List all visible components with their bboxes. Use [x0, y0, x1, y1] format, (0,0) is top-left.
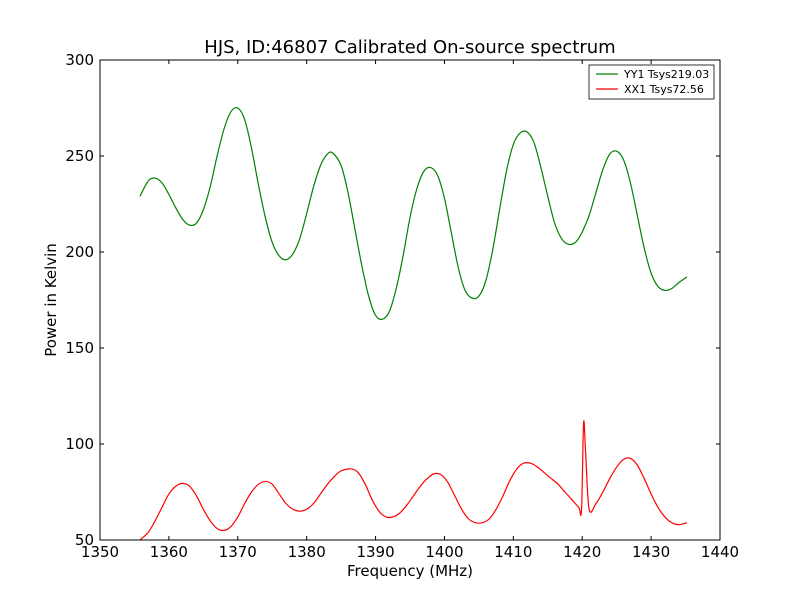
x-tick-label: 1360 [150, 543, 188, 561]
x-tick-label: 1430 [632, 543, 670, 561]
x-axis-label: Frequency (MHz) [347, 562, 473, 580]
chart-title: HJS, ID:46807 Calibrated On-source spect… [204, 37, 615, 58]
plot-frame [99, 59, 721, 541]
legend-box [588, 64, 715, 100]
series-line-yy1 [139, 106, 688, 321]
legend-label-xx1: XX1 Tsys72.56 [624, 83, 704, 96]
y-tick-label: 150 [65, 339, 94, 357]
y-axis-ticks: 50 100 150 200 250 300 [65, 51, 720, 549]
y-tick-label: 300 [65, 51, 94, 69]
x-tick-label: 1380 [288, 543, 326, 561]
x-tick-label: 1420 [563, 543, 601, 561]
x-tick-label: 1440 [701, 543, 739, 561]
y-tick-label: 100 [65, 435, 94, 453]
x-tick-label: 1400 [425, 543, 463, 561]
plot-area [99, 59, 721, 541]
x-tick-label: 1350 [81, 543, 119, 561]
series-layer [139, 106, 688, 541]
y-axis-label: Power in Kelvin [42, 243, 60, 357]
x-tick-label: 1390 [356, 543, 394, 561]
y-tick-label: 50 [75, 531, 94, 549]
legend-label-yy1: YY1 Tsys219.03 [623, 68, 709, 81]
y-tick-label: 200 [65, 243, 94, 261]
x-tick-label: 1370 [219, 543, 257, 561]
x-axis-ticks: 1350 1360 1370 1380 1390 1400 1410 1420 1430 1440 [81, 60, 739, 561]
legend: YY1 Tsys219.03 XX1 Tsys72.56 [588, 64, 715, 100]
series-line-xx1 [139, 420, 688, 541]
x-tick-label: 1410 [494, 543, 532, 561]
y-tick-label: 250 [65, 147, 94, 165]
